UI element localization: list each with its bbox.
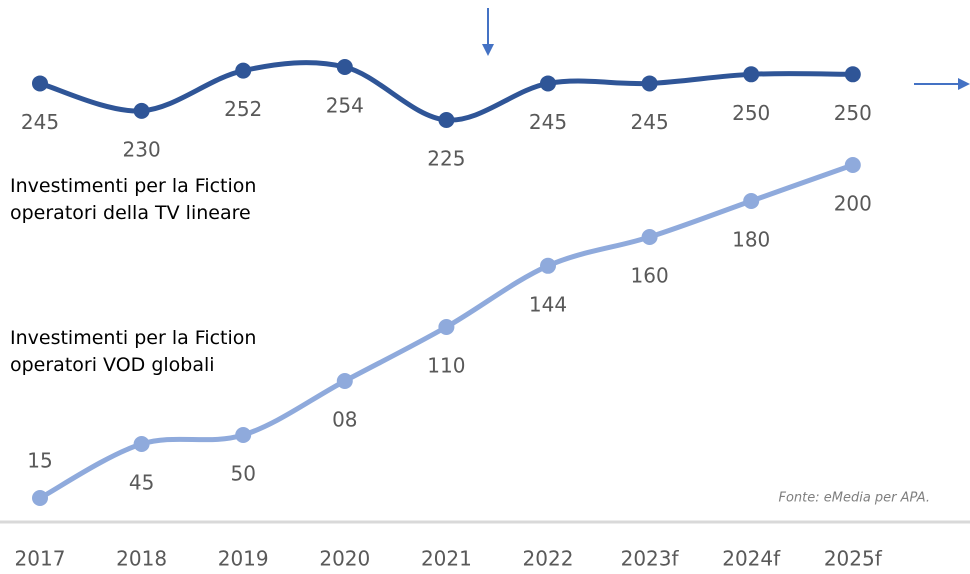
arrow-head [958,78,970,90]
data-label: 245 [529,110,567,134]
data-label: 225 [427,147,465,171]
data-point [540,75,556,92]
data-point [743,193,760,209]
data-point [844,66,861,83]
data-label: 250 [834,101,872,125]
data-point [438,319,455,335]
x-tick-label: 2017 [15,547,66,571]
data-label: 144 [529,292,567,316]
x-tick-label: 2018 [116,547,167,571]
data-label: 252 [224,97,262,121]
x-tick-label: 2024f [722,547,781,571]
x-tick-label: 2020 [319,547,370,571]
data-label: 45 [129,471,154,495]
data-point [438,112,455,128]
data-label: 230 [123,137,161,161]
data-label: 245 [631,110,669,134]
data-point [32,490,48,506]
data-point [235,62,252,79]
data-label: 110 [427,354,465,378]
arrow-head [482,44,494,56]
x-tick-label: 2025f [824,547,883,571]
x-tick-label: 2021 [421,547,472,571]
data-point [133,436,150,452]
data-label: 180 [732,228,770,252]
series-line [39,60,853,123]
data-label: 50 [230,462,255,486]
data-point [743,66,760,83]
data-point [336,59,353,75]
data-label: 08 [332,408,357,432]
data-point [844,157,861,173]
data-point [641,75,658,92]
series-label: Investimenti per la Fiction operatori VO… [10,327,257,376]
data-label: 245 [21,110,59,134]
x-tick-label: 2019 [218,547,269,571]
data-label: 200 [834,192,872,216]
data-label: 250 [732,101,770,125]
data-point [641,229,658,245]
data-point [336,373,353,389]
x-tick-label: 2023f [621,547,680,571]
data-label: 160 [631,264,669,288]
data-point [133,102,150,119]
data-label: 15 [27,449,52,473]
x-tick-label: 2022 [523,547,574,571]
series-label: Investimenti per la Fiction operatori de… [10,175,257,224]
source-note: Fonte: eMedia per APA. [778,491,930,506]
data-point [540,257,556,274]
data-label: 254 [326,94,364,118]
data-point [32,75,48,92]
data-point [235,427,252,443]
